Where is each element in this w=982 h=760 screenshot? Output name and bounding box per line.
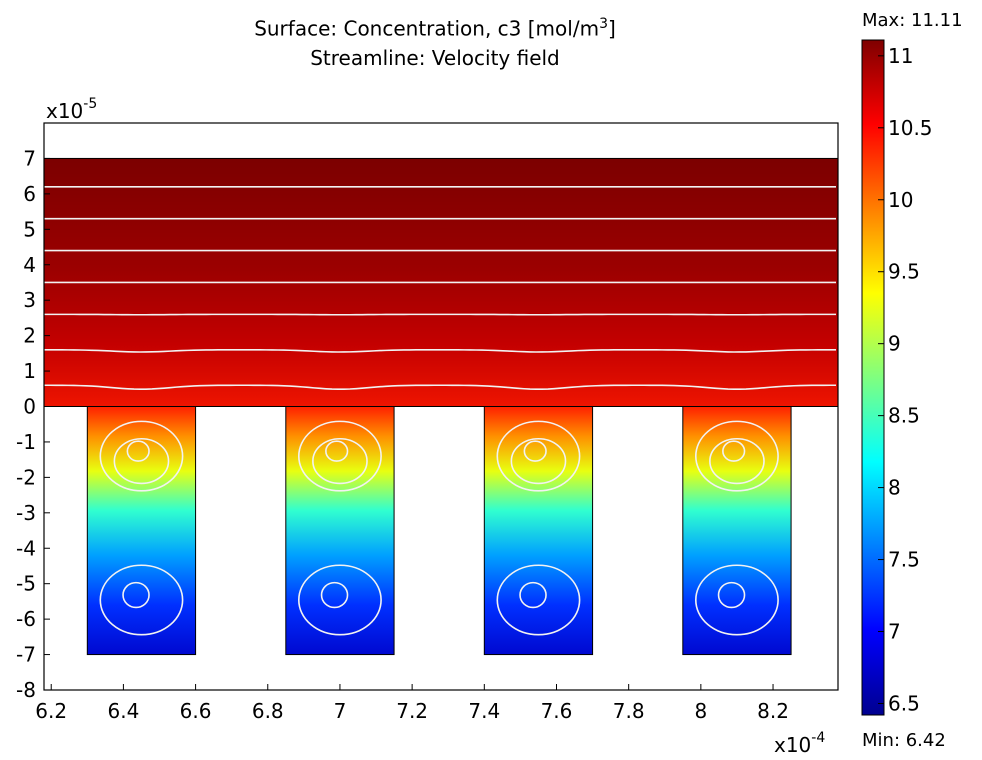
trench-3-upper-streamline-3 [523,440,547,462]
colorbar-tick-label-5: 9 [888,332,901,356]
y-tick-label-16: -8 [16,678,36,702]
trench-1-upper-streamline-3 [126,440,150,462]
trench-1 [86,406,197,656]
x-tick-label-7: 7.4 [468,699,500,723]
colorbar-tick-label-2: 10.5 [888,116,933,140]
trench-2-upper-streamline-2 [312,437,368,485]
y-exponent-label: x10-5 [46,96,97,123]
trench-4-upper-streamline-2 [709,437,765,485]
x-tick-label-4: 6.8 [252,699,284,723]
trench-1-lower-streamline-1 [99,564,184,636]
trench-2-upper-streamline-1 [298,420,382,492]
trench-3-upper-streamline-2 [510,437,567,485]
x-tick-label-11: 8.2 [757,699,789,723]
y-tick-label-14: -6 [16,607,36,631]
x-tick-label-8: 7.6 [541,699,573,723]
colorbar-tick-label-7: 8 [888,476,901,500]
y-tick-label-8: 0 [23,395,36,419]
colorbar-tick-label-3: 10 [888,188,913,212]
y-tick-label-9: -1 [16,430,36,454]
colorbar-tick-label-9: 7 [888,620,901,644]
chart-title: Surface: Concentration, c3 [mol/m3] [254,16,616,41]
x-tick-label-9: 7.8 [613,699,645,723]
trench-2-upper-streamline-3 [325,440,349,462]
y-tick-label-11: -3 [16,501,36,525]
trench-4-upper-streamline-1 [695,420,779,492]
x-tick-label-2: 6.4 [107,699,139,723]
trench-4-lower-streamline-2 [717,581,746,609]
y-tick-label-6: 2 [23,324,36,348]
colorbar-min-label: Min: 6.42 [862,730,946,751]
x-tick-label-3: 6.6 [180,699,212,723]
trench-1-upper-streamline-1 [99,420,184,492]
trench-3 [483,406,594,656]
y-tick-label-12: -4 [16,536,36,560]
channel-streamline-1 [43,384,837,391]
x-tick-label-1: 6.2 [35,699,67,723]
trench-4 [682,406,792,656]
trench-2 [285,406,395,656]
chart-subtitle: Streamline: Velocity field [310,46,560,70]
trench-1-lower-streamline-2 [122,581,150,609]
colorbar-tick-label-8: 7.5 [888,548,920,572]
trench-3-upper-streamline-1 [496,420,581,492]
colorbar [861,39,885,716]
x-tick-label-6: 7.2 [396,699,428,723]
trench-2-lower-streamline-1 [298,564,382,636]
colorbar-tick-label-4: 9.5 [888,260,920,284]
colorbar-tick-label-10: 6.5 [888,691,920,715]
y-tick-label-7: 1 [23,359,36,383]
y-tick-label-1: 7 [23,146,36,170]
y-tick-label-2: 6 [23,182,36,206]
y-tick-label-13: -5 [16,572,36,596]
trench-4-upper-streamline-3 [722,440,746,462]
channel-streamline-2 [43,349,837,353]
x-tick-label-5: 7 [334,699,347,723]
colorbar-max-label: Max: 11.11 [862,10,963,31]
y-tick-label-3: 5 [23,217,36,241]
x-exponent-label: x10-4 [774,730,825,757]
y-tick-label-5: 3 [23,288,36,312]
y-tick-label-10: -2 [16,465,36,489]
colorbar-tick-label-6: 8.5 [888,404,920,428]
colorbar-tick-label-1: 11 [888,44,913,68]
y-tick-label-15: -7 [16,643,36,667]
trench-2-lower-streamline-2 [320,581,349,609]
trench-3-lower-streamline-1 [496,564,581,636]
x-tick-label-10: 8 [694,699,707,723]
trench-3-lower-streamline-2 [519,581,547,609]
trench-1-upper-streamline-2 [113,437,170,485]
y-tick-label-4: 4 [23,253,36,277]
trench-4-lower-streamline-1 [695,564,779,636]
